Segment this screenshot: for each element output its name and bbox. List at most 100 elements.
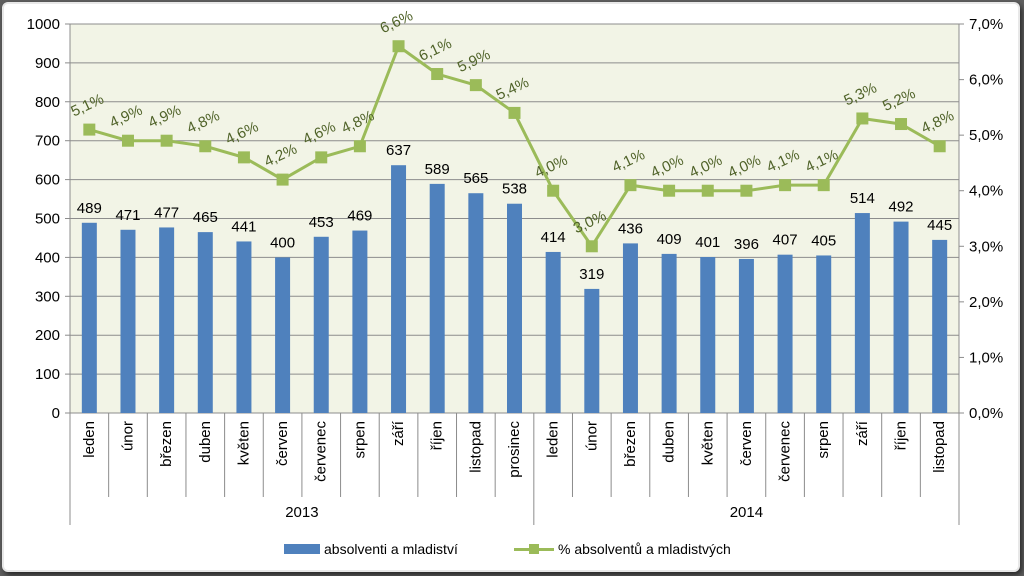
x-tick-label: srpen	[351, 421, 368, 459]
bar-data-label: 453	[309, 214, 334, 231]
x-tick-label: září	[854, 420, 871, 446]
x-tick-label: říjen	[429, 421, 446, 450]
line-marker	[701, 184, 714, 197]
bar	[932, 239, 948, 413]
y-tick-label: 800	[35, 94, 60, 111]
y2-tick-label: 1,0%	[969, 349, 1003, 366]
legend-bar-swatch	[284, 544, 320, 554]
bar-data-label: 436	[618, 220, 643, 237]
bar-data-label: 319	[579, 266, 604, 283]
bar	[197, 232, 213, 413]
bar-data-label: 401	[695, 234, 720, 251]
bar	[81, 222, 97, 413]
line-marker	[121, 134, 134, 147]
y-tick-label: 700	[35, 133, 60, 150]
x-tick-label: březen	[622, 421, 639, 467]
bar-data-label: 538	[502, 181, 527, 198]
line-marker	[469, 79, 482, 92]
bar	[622, 243, 638, 413]
line-marker	[933, 140, 946, 153]
y-tick-label: 600	[35, 172, 60, 189]
group-label: 2014	[730, 504, 763, 521]
bar-data-label: 465	[193, 209, 218, 226]
legend-bar-entry: absolventi a mladiství	[284, 541, 458, 557]
line-marker	[431, 68, 444, 81]
bar	[854, 213, 870, 413]
line-marker	[547, 184, 560, 197]
line-marker	[237, 151, 250, 164]
line-marker	[817, 179, 830, 192]
bar-data-label: 400	[270, 234, 295, 251]
y2-tick-label: 7,0%	[969, 16, 1003, 33]
bar-data-label: 445	[927, 217, 952, 234]
bar	[429, 183, 445, 413]
y-tick-label: 400	[35, 249, 60, 266]
x-tick-label: březen	[158, 421, 175, 467]
x-tick-label: leden	[545, 421, 562, 458]
bar	[507, 203, 522, 413]
line-marker	[740, 184, 753, 197]
bar-data-label: 565	[463, 170, 488, 187]
y-tick-label: 0	[52, 405, 60, 422]
y-tick-label: 1000	[27, 16, 60, 33]
bar-data-label: 414	[541, 229, 566, 246]
combo-chart: 0 100 200 300 400 500 600 700 800 900 1000 0,0% 1,0%…	[27, 7, 1003, 525]
line-marker	[856, 112, 869, 125]
line-marker	[315, 151, 328, 164]
x-tick-label: únor	[583, 421, 600, 451]
bar-data-label: 409	[657, 231, 682, 248]
bar-data-label: 477	[154, 204, 179, 221]
bar	[661, 253, 677, 413]
bar-data-label: 489	[77, 200, 102, 217]
bar-data-label: 405	[811, 232, 836, 249]
bar-data-label: 396	[734, 236, 759, 253]
line-marker	[779, 179, 792, 192]
bar	[738, 258, 754, 413]
bar	[777, 254, 793, 413]
y2-tick-label: 5,0%	[969, 127, 1003, 144]
legend-line-label: % absolventů a mladistvých	[558, 541, 731, 557]
bar	[120, 229, 136, 413]
bar	[545, 251, 561, 413]
x-tick-label: červenec	[777, 421, 794, 482]
x-tick-label: květen	[235, 421, 252, 465]
line-marker	[199, 140, 212, 153]
line-marker	[83, 123, 96, 136]
y-tick-label: 500	[35, 211, 60, 228]
group-label: 2013	[285, 504, 318, 521]
line-marker	[585, 240, 598, 253]
bar-data-label: 441	[231, 218, 256, 235]
x-tick-label: květen	[699, 421, 716, 465]
x-tick-label: listopad	[467, 421, 484, 473]
legend-bar-label: absolventi a mladiství	[324, 541, 458, 557]
y-tick-label: 900	[35, 55, 60, 72]
bar	[584, 288, 600, 413]
y2-tick-label: 4,0%	[969, 183, 1003, 200]
bar-data-label: 469	[347, 208, 372, 225]
bar-data-label: 407	[773, 232, 798, 249]
x-tick-label: červenec	[313, 421, 330, 482]
y-tick-label: 100	[35, 366, 60, 383]
legend-line-entry: % absolventů a mladistvých	[514, 541, 731, 557]
x-tick-label: prosinec	[506, 421, 523, 478]
bar	[816, 255, 832, 413]
y2-tick-label: 2,0%	[969, 294, 1003, 311]
x-tick-label: červen	[274, 421, 291, 466]
line-marker	[895, 118, 908, 131]
bar-data-label: 589	[425, 161, 450, 178]
y2-tick-label: 0,0%	[969, 405, 1003, 422]
y2-tick-label: 6,0%	[969, 72, 1003, 89]
x-tick-label: srpen	[815, 421, 832, 459]
bar	[700, 257, 716, 413]
bar	[236, 241, 252, 413]
x-tick-label: září	[390, 420, 407, 446]
legend-line-swatch	[514, 543, 554, 555]
x-tick-label: leden	[81, 421, 98, 458]
bar	[275, 257, 291, 413]
y2-tick-label: 3,0%	[969, 238, 1003, 255]
line-marker	[508, 106, 521, 119]
x-tick-label: červen	[738, 421, 755, 466]
line-marker	[392, 40, 405, 53]
line-marker	[353, 140, 366, 153]
